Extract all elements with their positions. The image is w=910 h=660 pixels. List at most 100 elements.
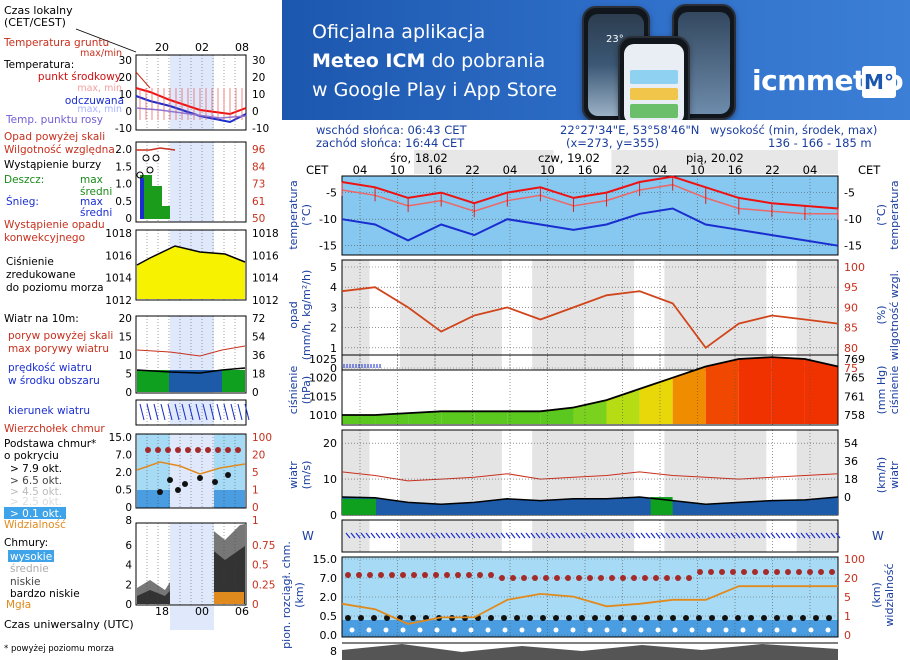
temp-axis-label: -10	[844, 213, 862, 226]
hour-tick: 04	[803, 163, 818, 177]
pressure-fill	[804, 359, 838, 424]
axis-tick-label: 2	[125, 579, 132, 591]
cloud-base-dot	[358, 615, 364, 621]
pressure-axis-label: 765	[844, 372, 865, 385]
cloud-base-dot-light	[774, 627, 780, 633]
axis-tick-label: 0	[125, 502, 132, 514]
convective-label: konwekcyjnego	[4, 232, 85, 244]
axis-tick-label: 54	[252, 332, 266, 344]
wind-dir-label: W	[302, 529, 314, 543]
axis-tick-label: 4	[330, 281, 337, 294]
axis-tick-label: 95	[844, 281, 858, 294]
axis-tick-label: 15	[119, 332, 132, 344]
axis-tick-label: 10	[119, 89, 132, 101]
cloud-top-dot	[521, 575, 527, 581]
wind-arrow	[490, 532, 496, 539]
precip-occur-label: Wystąpienie opadu	[4, 219, 105, 231]
night-shade	[532, 260, 635, 370]
pressure-fill	[441, 411, 475, 424]
axis-tick-label: 1018	[252, 228, 279, 240]
hour-tick: 10	[390, 163, 405, 177]
wind-arrow	[780, 532, 786, 539]
axis-tick-label: 1016	[252, 250, 279, 262]
cloud-top-dot	[499, 575, 505, 581]
wind-arrow	[181, 403, 187, 421]
wind-speed-label: prędkość wiatru	[8, 362, 92, 374]
wind-arrow	[710, 532, 716, 539]
pressure-line	[136, 245, 246, 266]
cloud-base-dot	[527, 615, 533, 621]
time-local-label: Czas lokalny	[4, 4, 73, 17]
axis-title: wiatr	[287, 461, 300, 489]
wind-arrow	[715, 532, 721, 539]
wind-arrow	[475, 532, 481, 539]
axis-tick-label: 50	[252, 213, 265, 225]
wind-arrow	[740, 532, 746, 539]
cloud-top-dot	[444, 572, 450, 578]
axis-tick-label: 20	[252, 450, 265, 462]
clouds-label: Chmury:	[4, 537, 48, 549]
wind-arrow	[670, 532, 676, 539]
hour-tick: 10	[540, 163, 555, 177]
wind-arrow	[500, 532, 506, 539]
axis-tick-label: 5	[844, 591, 851, 604]
wind-axis-label: 54	[844, 437, 858, 450]
cloud-top-dot	[587, 575, 593, 581]
cloud-base-dot	[579, 615, 585, 621]
hour-tick: 16	[428, 163, 443, 177]
pressure-axis-label: 758	[844, 409, 865, 422]
axis-tick-label: 1014	[252, 273, 279, 285]
cloud-base-dot-light	[468, 627, 474, 633]
cloud-base-dot	[735, 615, 741, 621]
axis-tick-label: 0	[125, 599, 132, 611]
wind-arrow	[520, 532, 526, 539]
wind-arrow	[630, 532, 636, 539]
cloud-base-dot-light	[689, 627, 695, 633]
vis-axis: 8	[125, 515, 132, 527]
axis-title: wilgotność wzgl.	[888, 270, 901, 360]
wind-arrow	[690, 532, 696, 539]
pressure-axis-label: 761	[844, 390, 865, 403]
wind-arrow	[415, 532, 421, 539]
cloud-top-dot	[598, 575, 604, 581]
cloud-base-dot	[709, 615, 715, 621]
wind-arrow	[400, 532, 406, 539]
wind-arrow	[775, 532, 781, 539]
wind-axis-label: 0	[844, 491, 851, 504]
gust-max-label: max porywy wiatru	[8, 343, 109, 355]
time-local-label: (CET/CEST)	[4, 16, 66, 29]
pressure-axis-label: 769	[844, 353, 865, 366]
cloud-top-dot	[205, 447, 211, 453]
altitude-values: 136 - 166 - 185 m	[768, 136, 872, 150]
cloud-top-dot	[829, 569, 835, 575]
rain-bar	[152, 186, 162, 219]
wind-arrow	[765, 532, 771, 539]
okt-label: > 6.5 okt.	[10, 475, 62, 487]
cloud-base-dot-light	[638, 627, 644, 633]
pressure-axis-label: 1025	[309, 353, 337, 366]
feels-like-line	[341, 207, 839, 247]
cloud-base-dot-light	[757, 627, 763, 633]
snow-bar	[140, 178, 144, 219]
cloud-base-dot	[410, 615, 416, 621]
night-shade	[399, 260, 502, 370]
night-shade	[399, 520, 502, 552]
axis-title: widzialność	[883, 563, 896, 626]
axis-tick-label: 0	[252, 599, 259, 611]
wind-arrow	[455, 532, 461, 539]
cloud-top-dot	[675, 575, 681, 581]
wind-arrow	[640, 532, 646, 539]
cloud-top-dot	[389, 572, 395, 578]
cloud-base-dot	[371, 615, 377, 621]
panel-frame	[135, 399, 247, 426]
axis-title: ciśnienie	[287, 366, 300, 415]
wind-arrow	[440, 532, 446, 539]
app-promo-banner[interactable]: Oficjalna aplikacja Meteo ICM do pobrani…	[282, 0, 910, 120]
wind-arrow	[550, 532, 556, 539]
wind-arrow	[510, 532, 516, 539]
wind-arrow	[167, 403, 173, 421]
wind-area-strong	[650, 497, 673, 515]
cloud-base-label: Podstawa chmur*	[4, 438, 96, 450]
humidity-line	[136, 147, 176, 151]
axis-tick-label: 85	[844, 322, 858, 335]
